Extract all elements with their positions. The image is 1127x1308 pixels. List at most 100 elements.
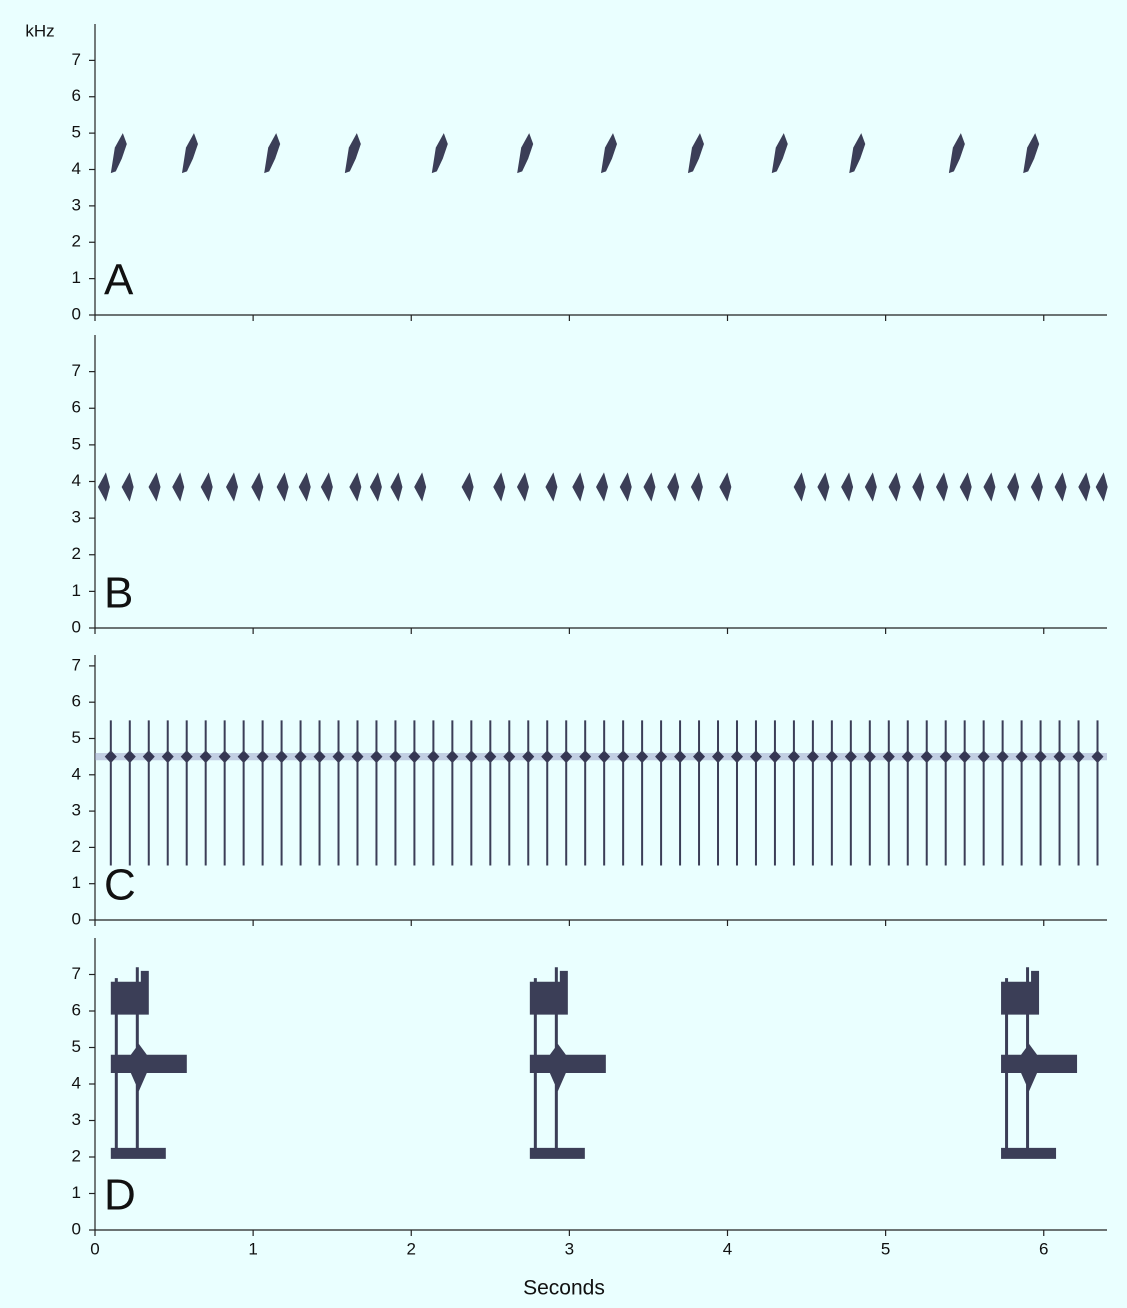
syllable bbox=[431, 133, 448, 174]
syllable bbox=[579, 720, 592, 866]
y-tick-label: 2 bbox=[72, 837, 81, 856]
syllable bbox=[768, 720, 781, 866]
syllable bbox=[110, 133, 127, 174]
syllable bbox=[601, 133, 617, 174]
y-tick-label: 7 bbox=[72, 50, 81, 69]
x-tick-label: 3 bbox=[565, 1239, 574, 1258]
syllable bbox=[996, 720, 1009, 866]
syllable bbox=[793, 472, 806, 502]
syllable bbox=[1054, 472, 1067, 502]
panel-label: C bbox=[104, 861, 136, 910]
syllable bbox=[983, 472, 996, 502]
x-axis-label: Seconds bbox=[523, 1277, 605, 1300]
syllable bbox=[493, 472, 506, 502]
syllable bbox=[251, 472, 264, 502]
y-tick-label: 5 bbox=[72, 123, 81, 142]
syllable bbox=[199, 720, 212, 866]
y-tick-label: 1 bbox=[72, 268, 81, 287]
syllable bbox=[370, 720, 383, 866]
syllable bbox=[977, 720, 990, 866]
syllable bbox=[572, 472, 585, 502]
syllable bbox=[674, 720, 687, 866]
y-tick-label: 2 bbox=[72, 232, 81, 251]
syllable bbox=[958, 720, 971, 866]
y-tick-label: 5 bbox=[72, 728, 81, 747]
syllable bbox=[939, 720, 952, 866]
syllable bbox=[142, 720, 155, 866]
x-tick-label: 5 bbox=[881, 1239, 890, 1258]
y-axis-label: kHz bbox=[25, 21, 54, 40]
syllable bbox=[172, 472, 185, 502]
syllable bbox=[1053, 720, 1066, 866]
y-tick-label: 6 bbox=[72, 1000, 81, 1019]
syllable bbox=[344, 133, 361, 174]
syllable bbox=[888, 472, 901, 502]
syllable bbox=[465, 720, 478, 866]
syllable bbox=[414, 472, 427, 502]
syllable bbox=[389, 720, 402, 866]
syllable bbox=[200, 472, 213, 502]
syllable bbox=[1078, 472, 1091, 502]
syllable bbox=[1091, 720, 1104, 866]
x-tick-label: 0 bbox=[90, 1239, 99, 1258]
syllable bbox=[123, 720, 136, 866]
syllable bbox=[313, 720, 326, 866]
x-tick-label: 1 bbox=[248, 1239, 257, 1258]
y-tick-label: 5 bbox=[72, 1037, 81, 1056]
syllable bbox=[320, 472, 333, 502]
y-tick-label: 4 bbox=[72, 159, 81, 178]
syllable bbox=[148, 472, 161, 502]
y-tick-label: 0 bbox=[72, 1219, 81, 1238]
syllable bbox=[749, 720, 762, 866]
syllable bbox=[719, 472, 732, 502]
syllable bbox=[461, 472, 474, 502]
y-tick-label: 3 bbox=[72, 1110, 81, 1129]
syllable bbox=[849, 133, 866, 174]
syllable bbox=[560, 720, 573, 866]
syllable bbox=[517, 133, 534, 174]
syllable bbox=[948, 133, 965, 174]
panel-label: A bbox=[104, 256, 134, 305]
syllable bbox=[351, 720, 364, 866]
syllable bbox=[427, 720, 440, 866]
y-tick-label: 1 bbox=[72, 873, 81, 892]
y-tick-label: 6 bbox=[72, 398, 81, 417]
syllable bbox=[863, 720, 876, 866]
syllable bbox=[655, 720, 668, 866]
syllable bbox=[332, 720, 345, 866]
syllable bbox=[882, 720, 895, 866]
y-tick-label: 4 bbox=[72, 471, 81, 490]
syllable bbox=[545, 472, 558, 502]
syllable bbox=[180, 720, 193, 866]
syllable bbox=[844, 720, 857, 866]
syllable bbox=[264, 133, 281, 174]
y-tick-label: 4 bbox=[72, 1073, 81, 1092]
syllable bbox=[901, 720, 914, 866]
syllable bbox=[218, 720, 231, 866]
syllable bbox=[841, 472, 854, 502]
syllable bbox=[369, 472, 382, 502]
syllable bbox=[104, 720, 117, 866]
y-tick-label: 1 bbox=[72, 581, 81, 600]
y-tick-label: 3 bbox=[72, 508, 81, 527]
syllable bbox=[687, 133, 704, 174]
syllable bbox=[516, 472, 529, 502]
syllable bbox=[596, 472, 608, 502]
syllable bbox=[503, 720, 516, 866]
syllable bbox=[1072, 720, 1085, 866]
panel-label: D bbox=[104, 1171, 136, 1220]
syllable bbox=[693, 720, 706, 866]
y-tick-label: 6 bbox=[72, 86, 81, 105]
syllable bbox=[298, 472, 311, 502]
syllable bbox=[237, 720, 250, 866]
syllable bbox=[1095, 472, 1108, 502]
syllable bbox=[390, 472, 403, 502]
y-tick-label: 2 bbox=[72, 544, 81, 563]
syllable bbox=[598, 720, 611, 866]
syllable bbox=[912, 472, 925, 502]
syllable bbox=[1007, 472, 1020, 502]
y-tick-label: 4 bbox=[72, 764, 81, 783]
syllable bbox=[97, 472, 110, 502]
